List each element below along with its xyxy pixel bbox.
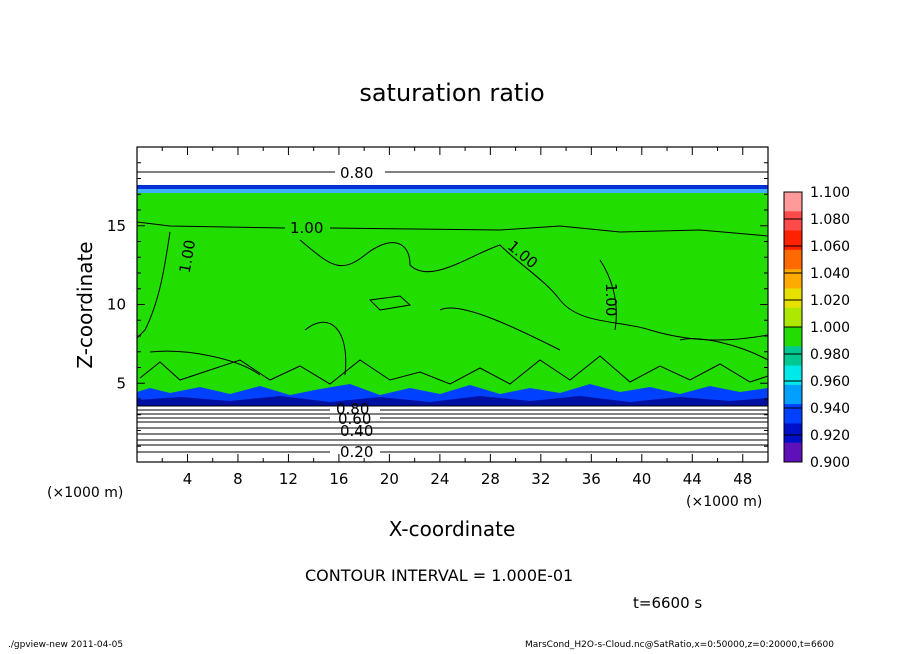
x-tick-label: 4 [183, 470, 193, 488]
colorbar-label: 1.080 [810, 212, 850, 228]
colorbar-label: 1.100 [810, 185, 850, 201]
y-axis: 5 10 15 [107, 146, 768, 463]
saturation-field [137, 147, 768, 462]
x-tick-label: 20 [380, 470, 399, 488]
colorbar-swatch [784, 346, 802, 367]
subsaturated-band [137, 189, 768, 193]
y-axis-label: Z-coordinate [73, 241, 97, 368]
contour-label: 1.00 [290, 219, 323, 237]
footer-source: MarsCond_H2O-s-Cloud.nc@SatRatio,x=0:500… [525, 640, 834, 650]
y-tick-label: 10 [107, 296, 126, 314]
colorbar-label: 1.020 [810, 293, 850, 309]
colorbar-swatch [784, 404, 802, 424]
colorbar-label: 1.040 [810, 266, 850, 282]
contour-lines [136, 171, 769, 453]
colorbar-label: 0.980 [810, 347, 850, 363]
y-unit-label: (×1000 m) [47, 485, 123, 501]
contour-label: 0.20 [340, 443, 373, 461]
x-tick-label: 32 [531, 470, 550, 488]
x-unit-label: (×1000 m) [686, 494, 762, 510]
colorbar-label: 0.920 [810, 428, 850, 444]
contour-label: 0.40 [340, 422, 373, 440]
contour-label: 1.00 [602, 283, 620, 316]
colorbar-swatch [784, 230, 802, 251]
x-tick-label: 28 [481, 470, 500, 488]
contour-interval-label: CONTOUR INTERVAL = 1.000E-01 [305, 566, 574, 585]
colorbar-swatch [784, 288, 802, 309]
contour-label: 0.80 [340, 164, 373, 182]
x-tick-label: 16 [329, 470, 348, 488]
upper-dry-layer [137, 147, 768, 185]
chart-title: saturation ratio [359, 79, 544, 107]
colorbar-label: 0.940 [810, 401, 850, 417]
x-axis: 4 8 12 16 20 24 28 32 36 40 44 48 [136, 147, 769, 488]
cloud-base-dark [137, 396, 768, 406]
colorbar-swatch [784, 307, 802, 328]
x-tick-label: 36 [582, 470, 601, 488]
contour-label: 0.60 [338, 410, 371, 428]
contour-label: 0.80 [336, 400, 369, 418]
colorbar-label: 1.000 [810, 320, 850, 336]
colorbar-swatch [784, 365, 802, 386]
colorbar: 1.100 1.080 1.060 1.040 1.020 1.000 0.980 0.960… [783, 185, 850, 471]
x-tick-label: 24 [430, 470, 449, 488]
y-tick-label: 5 [116, 374, 126, 392]
x-tick-label: 8 [233, 470, 243, 488]
colorbar-swatch [784, 192, 802, 212]
footer-command: ./gpview-new 2011-04-05 [8, 640, 124, 650]
supersaturated-band-top [137, 185, 768, 189]
colorbar-swatch [784, 269, 802, 289]
x-tick-label: 44 [683, 470, 702, 488]
colorbar-swatch [784, 442, 802, 463]
colorbar-swatch [784, 423, 802, 444]
colorbar-swatch [784, 249, 802, 270]
colorbar-label: 0.900 [810, 455, 850, 471]
x-tick-label: 48 [733, 470, 752, 488]
colorbar-swatch [784, 211, 802, 232]
colorbar-label: 0.960 [810, 374, 850, 390]
x-tick-label: 40 [632, 470, 651, 488]
y-tick-label: 15 [107, 217, 126, 235]
x-tick-label: 12 [279, 470, 298, 488]
x-axis-label: X-coordinate [389, 517, 516, 541]
colorbar-swatch [784, 384, 802, 405]
colorbar-swatch [784, 327, 802, 347]
time-label: t=6600 s [633, 594, 703, 612]
contour-label: 1.00 [176, 238, 200, 274]
colorbar-label: 1.060 [810, 239, 850, 255]
saturated-region [137, 193, 768, 399]
